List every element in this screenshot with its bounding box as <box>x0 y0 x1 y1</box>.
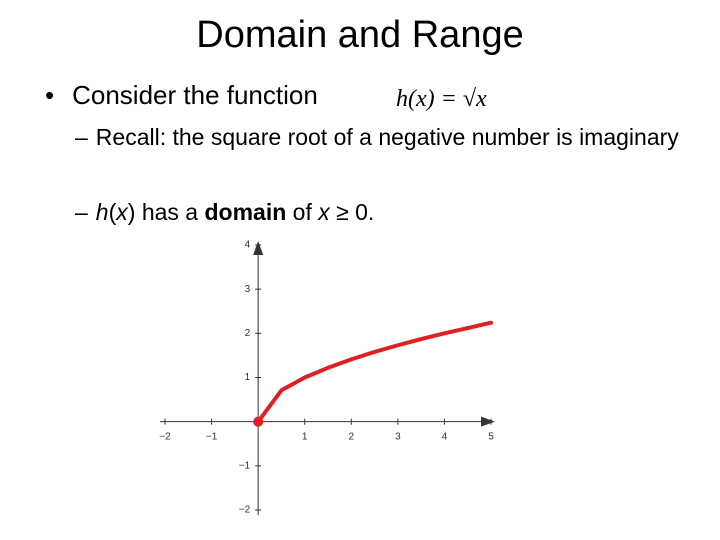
slide-title: Domain and Range <box>196 14 524 56</box>
x-arrow <box>481 416 495 427</box>
y-tick-label: 1 <box>245 372 251 383</box>
formula: h(x) = √x <box>396 86 487 112</box>
x-tick-label: 2 <box>349 431 355 442</box>
y-tick-label: −2 <box>239 505 251 516</box>
text-segment: Recall: the square root of a negative nu… <box>95 124 679 150</box>
start-point <box>253 416 264 427</box>
x-tick-label: 4 <box>442 431 448 442</box>
text-segment: h <box>95 199 109 225</box>
text-segment: domain <box>204 199 287 225</box>
x-tick-label: 3 <box>395 431 401 442</box>
x-tick-label: 1 <box>302 431 308 442</box>
y-tick-label: 2 <box>245 328 251 339</box>
data-line <box>256 320 493 424</box>
y-tick-label: −1 <box>239 460 251 471</box>
x-tick-label: −1 <box>206 431 218 442</box>
y-tick-label: 4 <box>245 240 251 251</box>
bullet-text: Consider the function <box>72 80 318 110</box>
sub-bullet-marker: – <box>75 124 88 150</box>
text-segment: x <box>318 199 330 225</box>
sub-bullet: – Recall: the square root of a negative n… <box>75 120 710 155</box>
text-segment: of <box>286 199 319 225</box>
text-segment: ) has a <box>127 199 205 225</box>
sub-bullet: – h(x) has a domain of x ≥ 0. <box>75 195 710 230</box>
sub-bullet-marker: – <box>75 199 88 225</box>
y-tick-label: 3 <box>245 284 251 295</box>
text-segment: x <box>116 199 128 225</box>
text-segment: ≥ 0. <box>329 199 375 225</box>
bullet: • Consider the function <box>45 80 318 111</box>
text-segment: ( <box>108 199 117 225</box>
x-tick-label: 5 <box>488 431 494 442</box>
bullet-marker: • <box>45 80 55 110</box>
y-arrow <box>253 241 264 255</box>
x-tick-label: −2 <box>159 431 171 442</box>
